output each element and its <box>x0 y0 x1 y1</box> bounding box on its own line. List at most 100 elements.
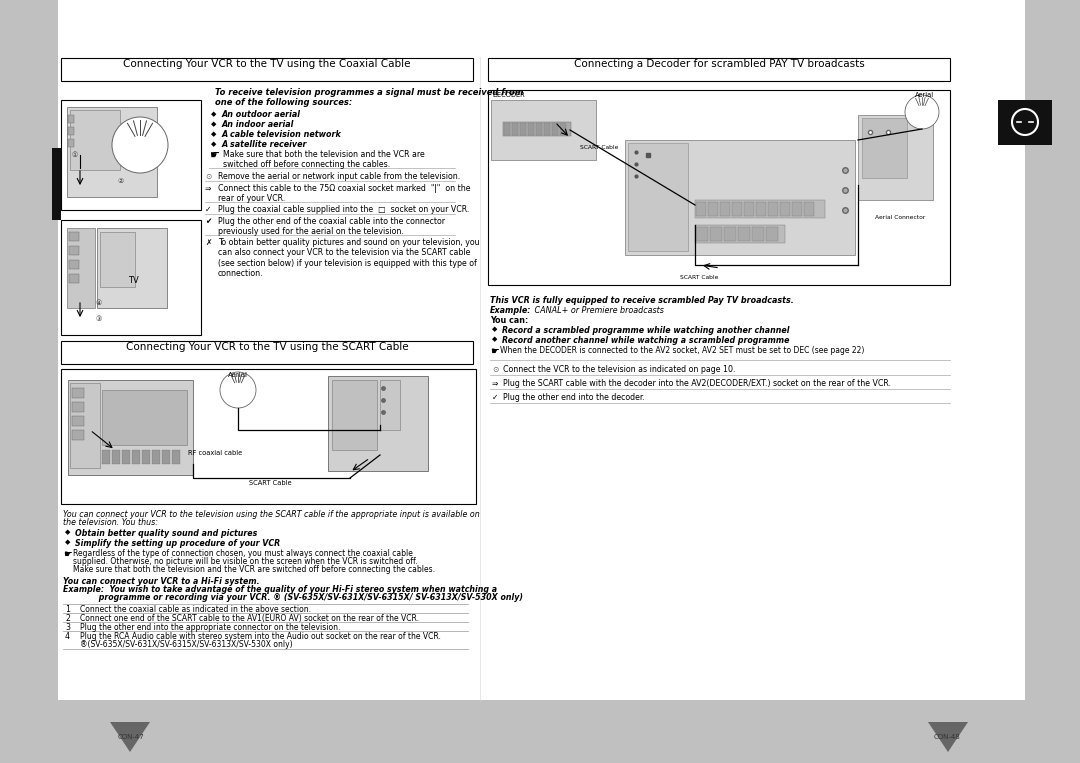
Bar <box>68 380 193 475</box>
Bar <box>0 700 1080 763</box>
Bar <box>998 100 1052 145</box>
Bar <box>804 202 814 216</box>
Bar <box>67 107 157 197</box>
Bar <box>488 90 950 285</box>
Bar <box>780 202 789 216</box>
Text: Regardless of the type of connection chosen, you must always connect the coaxial: Regardless of the type of connection cho… <box>73 549 413 558</box>
Text: You can connect your VCR to the television using the SCART cable if the appropri: You can connect your VCR to the televisi… <box>63 510 480 519</box>
Text: Remove the aerial or network input cable from the television.: Remove the aerial or network input cable… <box>218 172 460 181</box>
Bar <box>69 232 79 241</box>
Bar <box>69 260 79 269</box>
Bar <box>162 450 170 464</box>
Bar <box>60 341 473 364</box>
Bar <box>552 123 558 135</box>
Text: ®(SV-635X/SV-631X/SV-6315X/SV-6313X/SV-530X only): ®(SV-635X/SV-631X/SV-6315X/SV-6313X/SV-5… <box>80 640 293 649</box>
Text: SCART Cable: SCART Cable <box>248 480 292 486</box>
Bar <box>58 0 1025 700</box>
Text: ⊙: ⊙ <box>205 172 212 181</box>
Bar <box>100 232 135 287</box>
Text: Connecting Your VCR to the TV using the Coaxial Cable: Connecting Your VCR to the TV using the … <box>123 59 410 69</box>
Bar <box>132 450 140 464</box>
Text: This VCR is fully equipped to receive scrambled Pay TV broadcasts.: This VCR is fully equipped to receive sc… <box>490 296 794 305</box>
Text: You can:: You can: <box>490 316 528 325</box>
Bar <box>60 58 473 81</box>
Text: ◆: ◆ <box>65 529 70 535</box>
Bar <box>72 430 84 440</box>
Text: To receive television programmes a signal must be received from
one of the follo: To receive television programmes a signa… <box>215 88 524 108</box>
Text: 1: 1 <box>65 605 70 614</box>
Bar <box>69 274 79 283</box>
Bar <box>792 202 802 216</box>
Bar <box>752 227 764 241</box>
Text: CANAL+ or Premiere broadcasts: CANAL+ or Premiere broadcasts <box>527 306 664 315</box>
Bar <box>67 228 95 308</box>
Bar <box>69 246 79 255</box>
Text: 4: 4 <box>65 632 70 641</box>
Bar <box>72 388 84 398</box>
Bar <box>519 123 526 135</box>
Text: Aerial: Aerial <box>915 92 934 98</box>
Bar <box>60 220 201 335</box>
Bar <box>696 200 825 218</box>
Bar <box>696 227 708 241</box>
Text: Plug the other end into the decoder.: Plug the other end into the decoder. <box>503 393 645 402</box>
Text: ◆: ◆ <box>65 539 70 545</box>
Text: ◆: ◆ <box>492 336 498 342</box>
Bar <box>768 202 778 216</box>
Bar <box>70 383 100 468</box>
Text: DECODER: DECODER <box>492 92 525 98</box>
Text: When the DECODER is connected to the AV2 socket, AV2 SET must be set to DEC (see: When the DECODER is connected to the AV2… <box>500 346 864 355</box>
Text: ☛: ☛ <box>63 549 71 559</box>
Text: supplied. Otherwise, no picture will be visible on the screen when the VCR is sw: supplied. Otherwise, no picture will be … <box>73 557 418 566</box>
Bar <box>528 123 534 135</box>
Text: ◆: ◆ <box>211 131 216 137</box>
Circle shape <box>112 117 168 173</box>
Bar <box>141 450 150 464</box>
Text: TV: TV <box>127 276 138 285</box>
Text: 3: 3 <box>65 623 70 632</box>
Text: Connect the coaxial cable as indicated in the above section.: Connect the coaxial cable as indicated i… <box>80 605 311 614</box>
Bar <box>696 225 785 243</box>
Bar <box>172 450 180 464</box>
Text: Make sure that both the television and the VCR are switched off before connectin: Make sure that both the television and t… <box>73 565 435 574</box>
Text: Connecting Your VCR to the TV using the SCART Cable: Connecting Your VCR to the TV using the … <box>125 342 408 352</box>
Text: Record another channel while watching a scrambled programme: Record another channel while watching a … <box>502 336 789 345</box>
Text: Obtain better quality sound and pictures: Obtain better quality sound and pictures <box>75 529 257 538</box>
Bar <box>766 227 778 241</box>
Text: Aerial: Aerial <box>228 372 248 378</box>
Bar <box>332 380 377 450</box>
Bar <box>60 100 201 210</box>
Text: ◆: ◆ <box>211 121 216 127</box>
Bar <box>72 416 84 426</box>
Bar <box>544 123 550 135</box>
Text: Record a scrambled programme while watching another channel: Record a scrambled programme while watch… <box>502 326 789 335</box>
Bar <box>491 100 596 160</box>
Text: ①: ① <box>72 152 78 158</box>
Bar <box>627 143 688 251</box>
Bar <box>504 123 510 135</box>
Bar <box>97 228 167 308</box>
Bar <box>744 202 754 216</box>
Polygon shape <box>110 722 150 752</box>
Text: An outdoor aerial: An outdoor aerial <box>222 110 301 119</box>
Bar <box>732 202 742 216</box>
Text: ✓: ✓ <box>492 393 498 402</box>
Bar <box>708 202 718 216</box>
Polygon shape <box>928 722 968 752</box>
Circle shape <box>905 95 939 129</box>
Text: ⊙: ⊙ <box>492 365 498 374</box>
Text: Connect one end of the SCART cable to the AV1(EURO AV) socket on the rear of the: Connect one end of the SCART cable to th… <box>80 614 419 623</box>
Bar <box>512 123 518 135</box>
Text: ☛: ☛ <box>210 150 219 160</box>
Bar <box>122 450 130 464</box>
Text: ◆: ◆ <box>211 111 216 117</box>
Text: CON-48: CON-48 <box>934 734 961 740</box>
Text: Connect the VCR to the television as indicated on page 10.: Connect the VCR to the television as ind… <box>503 365 735 374</box>
Text: ②: ② <box>118 178 124 184</box>
Bar <box>152 450 160 464</box>
Bar <box>700 0 1025 78</box>
Text: Simplify the setting up procedure of your VCR: Simplify the setting up procedure of you… <box>75 539 280 548</box>
Text: A satellite receiver: A satellite receiver <box>222 140 308 149</box>
Text: RF coaxial cable: RF coaxial cable <box>188 450 242 456</box>
Text: 2: 2 <box>65 614 70 623</box>
